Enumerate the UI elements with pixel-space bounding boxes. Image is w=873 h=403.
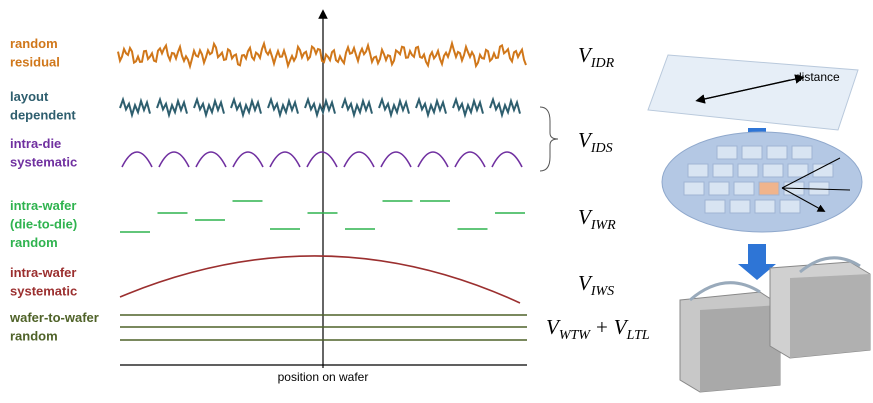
label: systematic (10, 284, 77, 299)
die (812, 163, 834, 178)
die (791, 145, 813, 160)
distance-label: distance (795, 70, 840, 84)
die (729, 199, 751, 214)
curve (119, 255, 521, 304)
curve (119, 96, 521, 119)
die (762, 163, 784, 178)
die (733, 181, 755, 196)
formula: VWTW + VLTL (546, 315, 650, 343)
label: intra-wafer (10, 198, 76, 213)
die (716, 145, 738, 160)
label: (die-to-die) (10, 217, 77, 232)
label: systematic (10, 155, 77, 170)
label: layout (10, 89, 49, 104)
label: random (10, 329, 58, 344)
die (741, 145, 763, 160)
label: random (10, 36, 58, 51)
die (687, 163, 709, 178)
formula: VIWR (578, 205, 616, 233)
die (708, 181, 730, 196)
brace (539, 106, 559, 172)
formula: VIDR (578, 43, 615, 71)
die (787, 163, 809, 178)
die (754, 199, 776, 214)
die (737, 163, 759, 178)
label: intra-wafer (10, 265, 76, 280)
curve (121, 151, 523, 168)
label: random (10, 235, 58, 250)
die (779, 199, 801, 214)
axis-label: position on wafer (278, 370, 369, 384)
label: residual (10, 55, 60, 70)
illustration: distance (647, 54, 871, 393)
label: intra-die (10, 136, 61, 151)
label: dependent (10, 108, 76, 123)
die (758, 181, 780, 196)
formula: VIWS (578, 271, 614, 299)
die (683, 181, 705, 196)
curve (117, 39, 527, 70)
die (704, 199, 726, 214)
die (712, 163, 734, 178)
formula: VIDS (578, 128, 613, 156)
die (766, 145, 788, 160)
label: wafer-to-wafer (9, 310, 99, 325)
